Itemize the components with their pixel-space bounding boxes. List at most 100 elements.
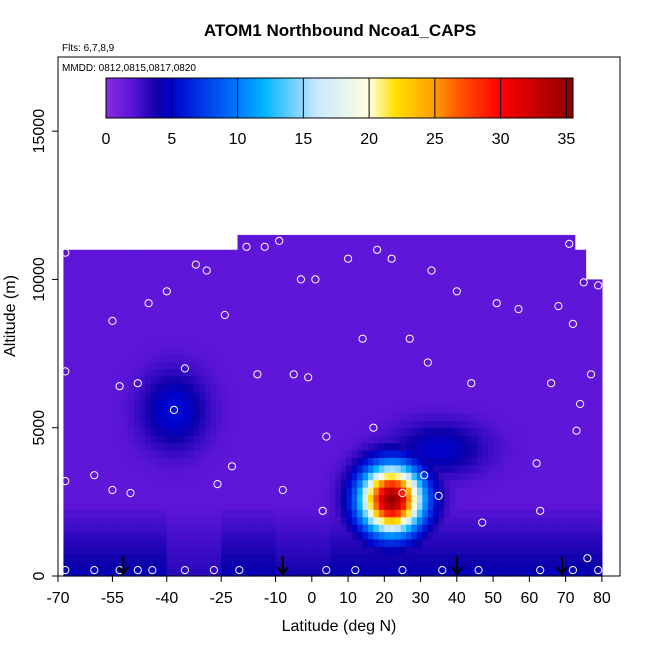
heatmap-cell <box>248 420 255 429</box>
heatmap-cell <box>346 494 353 503</box>
heatmap-cell <box>79 353 86 362</box>
heatmap-cell <box>183 464 190 473</box>
heatmap-cell <box>444 368 451 377</box>
heatmap-cell <box>362 449 369 458</box>
heatmap-cell <box>85 294 92 303</box>
heatmap-cell <box>503 501 511 510</box>
heatmap-cell <box>215 249 222 258</box>
heatmap-cell <box>232 368 239 377</box>
colorbar-segment <box>349 78 353 118</box>
heatmap-cell <box>552 464 559 473</box>
heatmap-cell <box>270 279 277 288</box>
heatmap-cell <box>177 279 184 288</box>
heatmap-cell <box>362 472 369 481</box>
heatmap-cell <box>460 516 467 525</box>
heatmap-cell <box>444 435 451 444</box>
heatmap-cell <box>444 331 451 340</box>
heatmap-cell <box>183 286 190 295</box>
heatmap-cell <box>427 264 434 273</box>
heatmap-cell <box>302 279 309 288</box>
heatmap-cell <box>438 516 445 525</box>
heatmap-cell <box>384 257 391 266</box>
heatmap-cell <box>590 531 598 540</box>
heatmap-cell <box>193 546 201 555</box>
heatmap-cell <box>106 375 113 384</box>
heatmap-cell <box>237 338 244 347</box>
heatmap-cell <box>536 501 543 510</box>
heatmap-cell <box>210 449 217 458</box>
heatmap-cell <box>444 398 451 407</box>
heatmap-cell <box>400 309 407 318</box>
heatmap-cell <box>259 405 266 414</box>
heatmap-cell <box>215 375 222 384</box>
heatmap-cell <box>329 561 336 570</box>
heatmap-cell <box>476 323 483 332</box>
heatmap-cell <box>96 360 103 369</box>
heatmap-cell <box>596 405 603 414</box>
heatmap-cell <box>232 479 239 488</box>
heatmap-cell <box>433 375 440 384</box>
heatmap-cell <box>188 412 195 421</box>
heatmap-cell <box>297 412 304 421</box>
heatmap-cell <box>302 531 309 540</box>
heatmap-cell <box>416 249 423 258</box>
heatmap-cell <box>552 509 559 518</box>
heatmap-cell <box>275 257 282 266</box>
heatmap-cell <box>563 420 570 429</box>
heatmap-cell <box>482 487 489 496</box>
heatmap-cell <box>280 242 288 251</box>
heatmap-cell <box>449 479 456 488</box>
heatmap-cell <box>476 279 483 288</box>
sample-point <box>220 310 229 320</box>
heatmap-cell <box>259 509 266 518</box>
heatmap-cell <box>237 375 244 384</box>
heatmap-cell <box>68 479 75 488</box>
heatmap-cell <box>177 360 184 369</box>
heatmap-cell <box>302 412 309 421</box>
heatmap-cell <box>449 398 456 407</box>
heatmap-cell <box>520 257 527 266</box>
heatmap-cell <box>134 546 141 555</box>
heatmap-cell <box>226 420 233 429</box>
sample-point <box>405 334 414 343</box>
heatmap-cell <box>411 331 418 340</box>
colorbar-segment <box>464 78 468 118</box>
heatmap-cell <box>476 412 483 421</box>
heatmap-cell <box>145 338 152 347</box>
heatmap-cell <box>275 398 282 407</box>
heatmap-cell <box>547 360 554 369</box>
heatmap-cell <box>193 501 201 510</box>
heatmap-cell <box>117 494 124 503</box>
heatmap-cell <box>563 316 570 325</box>
heatmap-cell <box>215 360 222 369</box>
heatmap-cell <box>395 383 402 392</box>
heatmap-cell <box>242 398 249 407</box>
heatmap-cell <box>226 435 233 444</box>
colorbar-segment <box>150 78 154 118</box>
colorbar-segment <box>515 78 520 118</box>
heatmap-cell <box>106 368 113 377</box>
heatmap-cell <box>210 479 217 488</box>
heatmap-cell <box>139 249 146 258</box>
heatmap-cell <box>199 294 206 303</box>
heatmap-cell <box>471 435 478 444</box>
colorbar-segment <box>248 78 252 118</box>
heatmap-cell <box>297 524 304 533</box>
heatmap-cell <box>286 449 293 458</box>
heatmap-cell <box>112 568 119 577</box>
heatmap-cell <box>248 487 255 496</box>
heatmap-cell <box>242 316 249 325</box>
heatmap-cell <box>482 390 489 399</box>
heatmap-cell <box>362 338 369 347</box>
heatmap-cell <box>542 464 549 473</box>
heatmap-cell <box>302 390 309 399</box>
heatmap-cell <box>406 524 413 533</box>
heatmap-cell <box>106 449 113 458</box>
heatmap-cell <box>215 257 222 266</box>
heatmap-cell <box>313 279 320 288</box>
heatmap-cell <box>384 242 391 251</box>
heatmap-cell <box>531 368 538 377</box>
heatmap-cell <box>177 368 184 377</box>
heatmap-cell <box>357 390 364 399</box>
heatmap-cell <box>193 309 201 318</box>
